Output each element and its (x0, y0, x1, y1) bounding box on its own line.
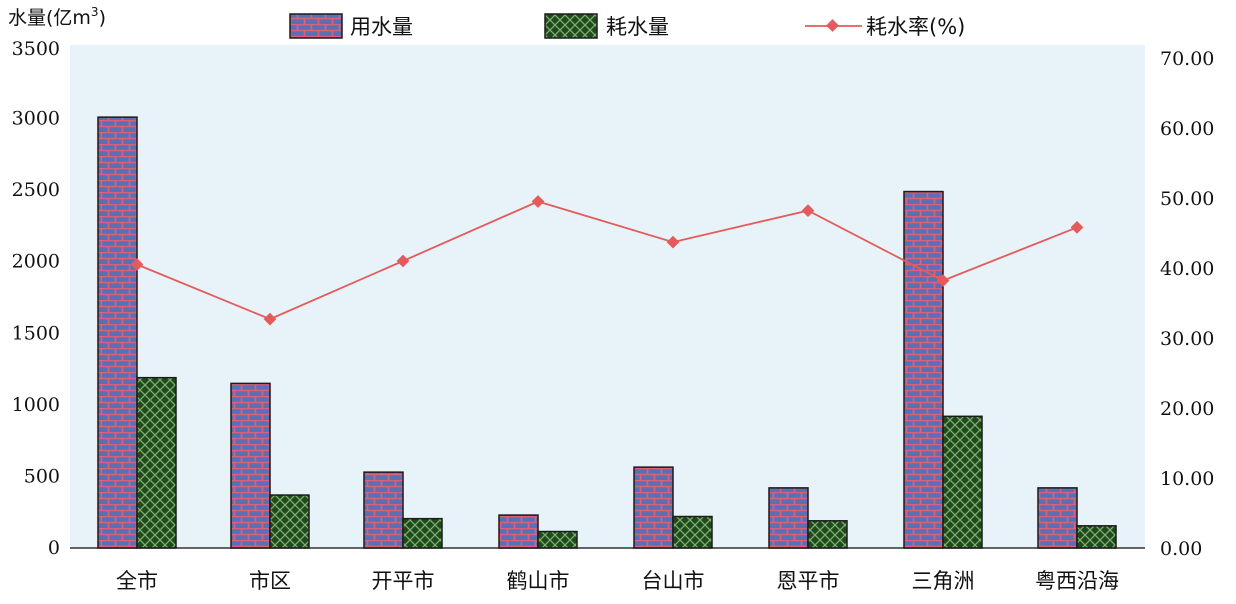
rate-point (263, 312, 277, 326)
bars-group (97, 116, 1117, 549)
bar-water-use (633, 466, 674, 549)
bar-water-use (97, 116, 138, 549)
bar-water-consumption (537, 530, 578, 549)
y-left-tick-label: 2500 (12, 179, 60, 201)
bar-water-consumption (942, 415, 983, 549)
y-left-tick-label: 3500 (12, 38, 60, 60)
legend-label-cons: 耗水量 (606, 15, 669, 39)
y-left-tick-label: 1500 (12, 322, 60, 344)
y-right-tick-label: 0.00 (1160, 538, 1202, 560)
x-category-label: 鹤山市 (507, 569, 570, 593)
bar-water-consumption (402, 517, 443, 549)
legend-swatch-use (289, 13, 343, 39)
x-category-label: 台山市 (642, 569, 705, 593)
legend-swatch-rate-marker (826, 19, 839, 32)
y-left-axis-title-sup: 3 (91, 5, 99, 19)
y-left-tick-label: 0 (48, 537, 60, 559)
x-category-label: 三角洲 (912, 569, 975, 593)
y-right-tick-label: 40.00 (1160, 258, 1214, 280)
bar-water-consumption (1076, 525, 1117, 549)
legend: 用水量 耗水量 耗水率(%) (289, 13, 965, 39)
y-left-tick-label: 500 (24, 465, 60, 487)
y-left-tick-labels: 3500 3000 2500 2000 1500 1000 500 0 (12, 38, 60, 559)
x-category-label: 粤西沿海 (1035, 569, 1119, 593)
bar-water-consumption (136, 376, 177, 549)
bar-water-use (768, 487, 809, 549)
bar-water-use (498, 514, 539, 549)
bar-water-use (363, 471, 404, 549)
bar-water-use (230, 382, 271, 549)
legend-label-rate: 耗水率(%) (866, 15, 965, 39)
y-left-tick-label: 3000 (12, 108, 60, 130)
x-category-label: 开平市 (372, 569, 435, 593)
legend-label-use: 用水量 (350, 15, 413, 39)
legend-swatch-cons (544, 13, 598, 39)
y-right-tick-label: 50.00 (1160, 188, 1214, 210)
category-labels: 全市 市区 开平市 鹤山市 台山市 恩平市 三角洲 粤西沿海 (116, 569, 1119, 593)
y-right-tick-label: 10.00 (1160, 468, 1214, 490)
bar-water-consumption (807, 520, 848, 549)
y-left-axis-title-close: ) (99, 7, 106, 29)
bar-water-consumption (269, 494, 310, 549)
x-category-label: 市区 (249, 569, 291, 593)
y-right-tick-label: 30.00 (1160, 328, 1214, 350)
y-left-tick-label: 1000 (12, 394, 60, 416)
bar-water-consumption (672, 515, 713, 549)
x-category-label: 恩平市 (777, 569, 840, 593)
bar-water-use (903, 190, 944, 549)
y-right-tick-labels: 70.00 60.00 50.00 40.00 30.00 20.00 10.00 0.00 (1160, 48, 1214, 560)
rate-point (396, 254, 410, 268)
y-left-axis-title: 水量(亿m3) (8, 5, 106, 29)
y-left-tick-label: 2000 (12, 251, 60, 273)
rate-line (136, 200, 1078, 321)
y-right-tick-label: 70.00 (1160, 48, 1214, 70)
rate-point (130, 258, 144, 271)
x-category-label: 全市 (116, 569, 158, 593)
y-right-tick-label: 60.00 (1160, 118, 1214, 140)
bar-water-use (1037, 487, 1078, 549)
y-right-tick-label: 20.00 (1160, 398, 1214, 420)
y-left-axis-title-main: 水量(亿m (8, 7, 91, 29)
